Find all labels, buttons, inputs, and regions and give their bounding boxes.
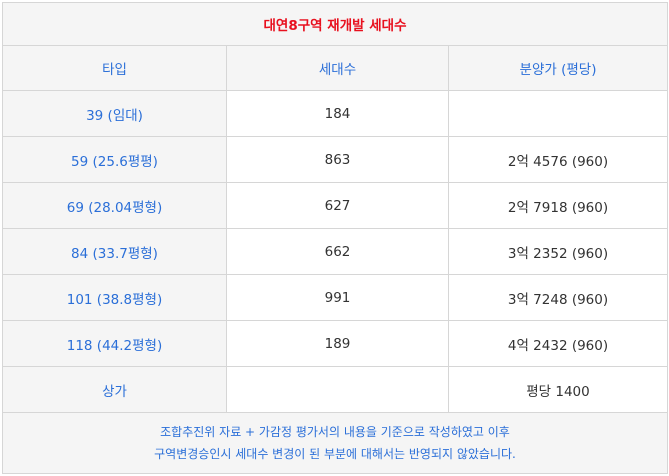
cell-price	[448, 90, 668, 137]
cell-type: 69 (28.04평형)	[2, 182, 227, 229]
table-row: 84 (33.7평형) 662 3억 2352 (960)	[2, 228, 668, 275]
cell-units: 662	[226, 228, 449, 275]
cell-units: 189	[226, 320, 449, 367]
cell-units: 991	[226, 274, 449, 321]
table-title: 대연8구역 재개발 세대수	[2, 2, 668, 46]
cell-units	[226, 366, 449, 413]
table-title-row: 대연8구역 재개발 세대수	[2, 2, 668, 46]
cell-price: 2억 4576 (960)	[448, 136, 668, 183]
cell-type: 39 (임대)	[2, 90, 227, 137]
cell-type: 101 (38.8평형)	[2, 274, 227, 321]
cell-type: 59 (25.6평평)	[2, 136, 227, 183]
cell-units: 184	[226, 90, 449, 137]
header-units: 세대수	[226, 45, 449, 91]
cell-price: 3억 7248 (960)	[448, 274, 668, 321]
table-row: 39 (임대) 184	[2, 90, 668, 137]
cell-type: 상가	[2, 366, 227, 413]
table-row: 상가 평당 1400	[2, 366, 668, 413]
cell-units: 863	[226, 136, 449, 183]
footnote: 조합추진위 자료 + 가감정 평가서의 내용을 기준으로 작성하였고 이후 구역…	[2, 412, 668, 474]
footnote-line: 조합추진위 자료 + 가감정 평가서의 내용을 기준으로 작성하였고 이후	[160, 425, 510, 439]
table-row: 69 (28.04평형) 627 2억 7918 (960)	[2, 182, 668, 229]
table-row: 101 (38.8평형) 991 3억 7248 (960)	[2, 274, 668, 321]
cell-type: 84 (33.7평형)	[2, 228, 227, 275]
table-row: 118 (44.2평형) 189 4억 2432 (960)	[2, 320, 668, 367]
footnote-line: 구역변경승인시 세대수 변경이 된 부분에 대해서는 반영되지 않았습니다.	[154, 447, 516, 461]
cell-price: 3억 2352 (960)	[448, 228, 668, 275]
cell-units: 627	[226, 182, 449, 229]
cell-price: 2억 7918 (960)	[448, 182, 668, 229]
header-type: 타입	[2, 45, 227, 91]
header-price: 분양가 (평당)	[448, 45, 668, 91]
footnote-row: 조합추진위 자료 + 가감정 평가서의 내용을 기준으로 작성하였고 이후 구역…	[2, 412, 668, 474]
cell-type: 118 (44.2평형)	[2, 320, 227, 367]
cell-price: 평당 1400	[448, 366, 668, 413]
cell-price: 4억 2432 (960)	[448, 320, 668, 367]
header-row: 타입 세대수 분양가 (평당)	[2, 45, 668, 91]
table-row: 59 (25.6평평) 863 2억 4576 (960)	[2, 136, 668, 183]
